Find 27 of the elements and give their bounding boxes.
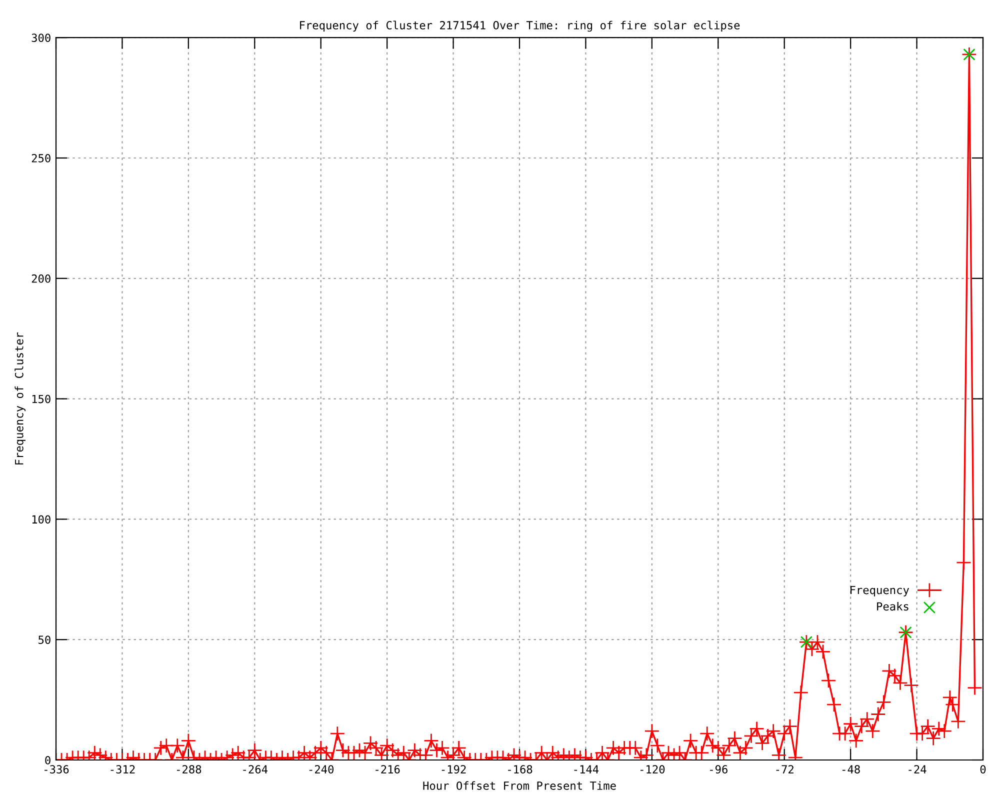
y-tick-label: 50 [38,636,50,644]
x-tick-label: -336 [44,765,69,774]
y-tick-label: 200 [32,274,50,283]
x-axis-title: Hour Offset From Present Time [423,781,616,790]
x-tick-label: -48 [842,765,860,774]
x-tick-label: -120 [640,765,665,774]
y-axis-title: Frequency of Cluster [14,332,26,464]
x-tick-label: -96 [710,765,728,774]
x-tick-label: -24 [908,765,926,774]
x-tick-label: -288 [176,765,202,774]
x-tick-label: -72 [776,765,794,774]
x-tick-label: -168 [508,765,532,774]
legend-label: Frequency [850,586,910,596]
x-tick-label: -312 [110,765,135,774]
x-tick-label: -264 [243,765,268,774]
chart-title: Frequency of Cluster 2171541 Over Time: ring of fire solar eclipse [300,20,740,32]
legend-label: Peaks [877,602,908,611]
x-tick-label: 0 [980,765,986,774]
y-tick-label: 150 [32,394,50,404]
y-tick-label: 250 [32,154,50,162]
x-tick-label: -144 [574,765,599,774]
x-tick-label: -192 [442,765,466,774]
y-tick-label: 0 [45,756,50,764]
x-tick-label: -216 [376,765,400,774]
x-tick-label: -240 [309,765,334,774]
y-tick-label: 100 [32,515,50,524]
y-tick-label: 300 [32,34,50,42]
